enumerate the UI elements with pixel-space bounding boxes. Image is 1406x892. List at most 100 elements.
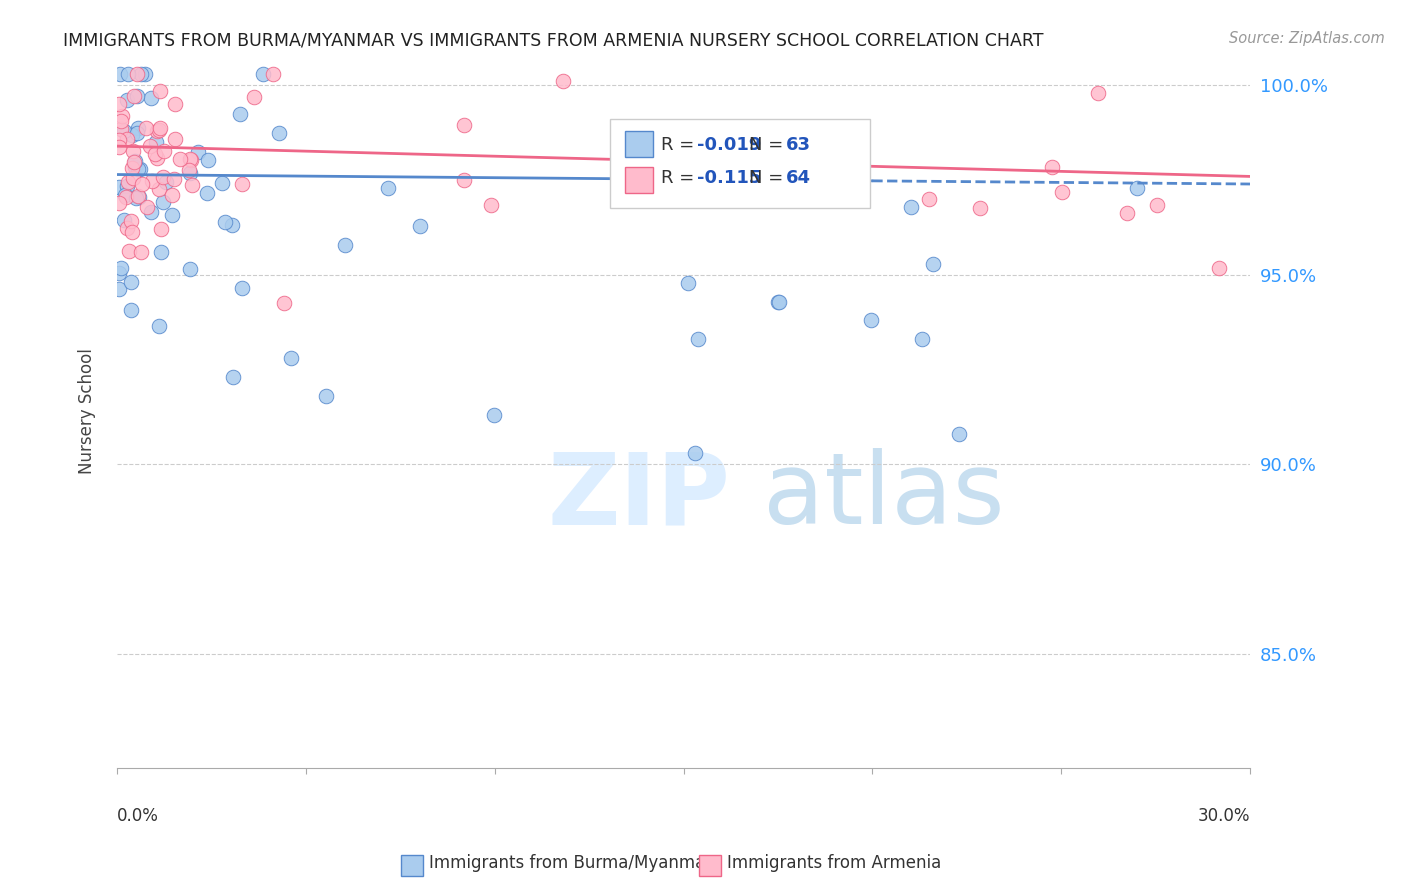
Point — [148, 122, 170, 136]
Point — [124, 153, 146, 168]
Point — [108, 266, 131, 280]
Point — [135, 200, 157, 214]
Point — [131, 177, 153, 191]
Point — [163, 172, 186, 186]
FancyBboxPatch shape — [624, 167, 652, 193]
Text: atlas: atlas — [763, 449, 1004, 545]
Text: IMMIGRANTS FROM BURMA/MYANMAR VS IMMIGRANTS FROM ARMENIA NURSERY SCHOOL CORRELAT: IMMIGRANTS FROM BURMA/MYANMAR VS IMMIGRA… — [63, 31, 1043, 49]
Point — [121, 225, 143, 239]
Point — [121, 161, 143, 176]
Point — [145, 135, 167, 149]
Text: 64: 64 — [786, 169, 810, 187]
Point — [918, 192, 941, 206]
Point — [120, 302, 142, 317]
Text: Immigrants from Burma/Myanmar: Immigrants from Burma/Myanmar — [429, 855, 711, 872]
Point — [177, 162, 200, 177]
Point — [793, 174, 815, 188]
Point — [231, 281, 253, 295]
Point — [482, 408, 505, 422]
Point — [117, 67, 139, 81]
Point — [686, 333, 709, 347]
Point — [145, 151, 167, 165]
Point — [108, 195, 131, 210]
Point — [115, 220, 138, 235]
Point — [117, 175, 139, 189]
Point — [112, 124, 135, 138]
FancyBboxPatch shape — [610, 120, 870, 209]
Point — [211, 176, 233, 190]
Point — [214, 215, 236, 229]
Point — [125, 191, 148, 205]
Point — [179, 152, 201, 166]
Point — [222, 370, 245, 384]
Point — [150, 244, 173, 259]
Point — [122, 89, 145, 103]
Point — [115, 93, 138, 107]
Point — [678, 276, 700, 290]
Point — [134, 67, 156, 81]
Point — [169, 152, 191, 166]
Point — [766, 294, 789, 309]
Point — [139, 91, 162, 105]
Point — [120, 275, 142, 289]
Point — [127, 189, 149, 203]
Point — [128, 190, 150, 204]
Point — [131, 245, 153, 260]
Point — [479, 198, 502, 212]
Point — [1040, 160, 1063, 174]
Point — [114, 190, 136, 204]
Point — [149, 84, 172, 98]
Point — [129, 162, 152, 177]
Point — [911, 333, 934, 347]
Point — [948, 427, 970, 442]
Point — [267, 126, 290, 140]
Point — [453, 173, 475, 187]
Point — [179, 166, 201, 180]
Point — [179, 262, 201, 277]
Point — [922, 257, 945, 271]
Point — [108, 139, 131, 153]
Point — [1116, 206, 1139, 220]
Point — [221, 218, 243, 232]
Point — [152, 169, 174, 184]
Point — [121, 144, 143, 158]
Point — [280, 351, 302, 366]
Point — [252, 67, 274, 81]
Point — [108, 97, 131, 112]
Text: N =: N = — [749, 169, 789, 187]
Point — [262, 67, 284, 81]
Point — [117, 178, 139, 193]
Point — [111, 109, 134, 123]
Point — [768, 294, 790, 309]
Point — [1208, 261, 1230, 276]
Point — [859, 313, 882, 327]
Point — [273, 296, 295, 310]
Point — [160, 187, 183, 202]
Point — [127, 162, 149, 177]
Point — [195, 186, 218, 201]
Text: R =: R = — [661, 169, 700, 187]
Point — [150, 222, 173, 236]
Point — [1052, 185, 1074, 199]
Point — [163, 132, 186, 146]
Point — [148, 318, 170, 333]
Point — [163, 96, 186, 111]
Text: ZIP: ZIP — [547, 449, 731, 545]
Point — [315, 389, 337, 403]
Point — [135, 120, 157, 135]
Point — [110, 121, 132, 136]
Point — [146, 124, 169, 138]
Text: N =: N = — [749, 136, 789, 153]
Point — [108, 133, 131, 147]
Point — [122, 171, 145, 186]
Point — [108, 67, 131, 81]
Point — [155, 175, 177, 189]
Point — [108, 179, 131, 194]
Point — [120, 213, 142, 227]
Point — [141, 174, 163, 188]
Point — [112, 212, 135, 227]
Point — [124, 160, 146, 174]
Text: 0.0%: 0.0% — [117, 807, 159, 825]
Point — [117, 132, 139, 146]
Point — [243, 90, 266, 104]
